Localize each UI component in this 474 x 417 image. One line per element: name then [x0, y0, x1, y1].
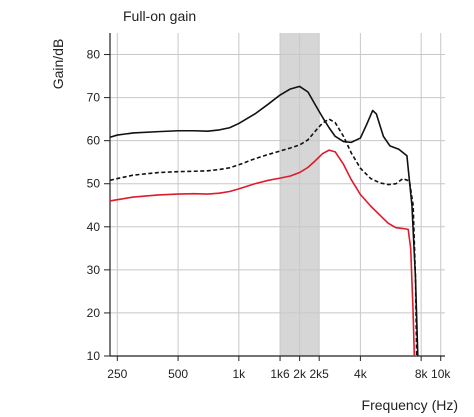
y-tick-label: 40	[87, 220, 101, 234]
series-line-2	[109, 118, 418, 357]
series-line-1	[109, 85, 419, 357]
x-axis-label: Frequency (Hz)	[362, 397, 458, 413]
x-tick-label: 2k	[293, 367, 307, 381]
plot-frame	[109, 33, 445, 357]
x-tick-label: 8k	[415, 367, 429, 381]
x-tick-label: 10k	[431, 367, 451, 381]
x-tick-label: 2k5	[310, 367, 330, 381]
y-tick-label: 30	[87, 263, 101, 277]
x-tick-label: 500	[168, 367, 188, 381]
y-tick-label: 70	[87, 91, 101, 105]
chart-title: Full-on gain	[123, 8, 196, 24]
y-axis-label: Gain/dB	[50, 39, 66, 90]
x-tick-label: 1k	[233, 367, 247, 381]
y-tick-label: 10	[87, 349, 101, 363]
y-tick-label: 50	[87, 177, 101, 191]
x-tick-label: 4k	[354, 367, 368, 381]
series-line-3	[109, 149, 416, 357]
y-tick-label: 60	[87, 134, 101, 148]
x-tick-label: 1k6	[270, 367, 290, 381]
x-tick-label: 250	[107, 367, 127, 381]
y-tick-label: 20	[87, 306, 101, 320]
y-tick-label: 80	[87, 48, 101, 62]
series-group	[109, 85, 419, 357]
ticks: 10 20 30 40 50 60 70 80 250 500 1k 1k6 2k 2k5 4k 8k 10k	[87, 48, 452, 381]
